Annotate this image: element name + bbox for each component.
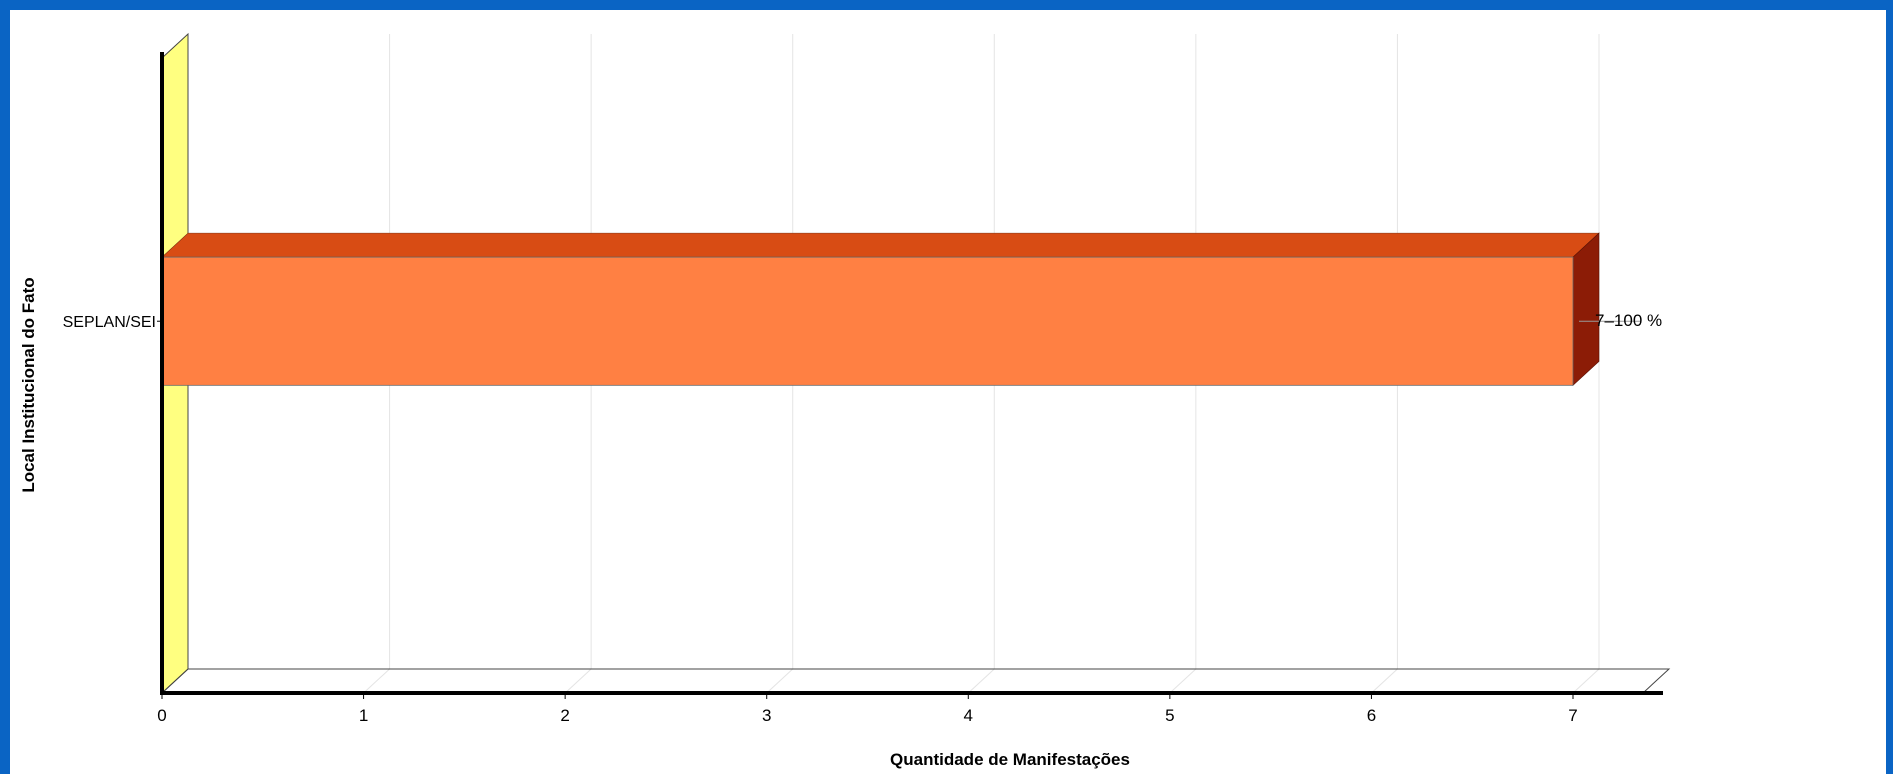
category-label: SEPLAN/SEI: [63, 314, 156, 331]
x-tick-label: 4: [964, 706, 973, 725]
floor-gridline: [1371, 668, 1398, 694]
floor: [160, 668, 1671, 694]
floor-gridline: [363, 668, 390, 694]
y-axis-title: Local Institucional do Fato: [19, 277, 38, 492]
x-tick-label: 3: [762, 706, 771, 725]
axis-layer: [157, 52, 1663, 699]
floor-gridline: [1169, 668, 1197, 694]
data-label: 7–100 %: [1595, 311, 1662, 330]
floor-gridline: [1572, 668, 1600, 694]
bar-chart: SEPLAN/SEI 7–100 % 0 1 2 3 4 5 6 7 Quantidade de …: [19, 32, 1671, 769]
label-layer: SEPLAN/SEI 7–100 % 0 1 2 3 4 5 6 7: [63, 311, 1663, 725]
x-axis-title: Quantidade de Manifestações: [890, 750, 1130, 769]
x-tick-label: 6: [1367, 706, 1376, 725]
floor-gridline: [967, 668, 995, 694]
x-tick-label: 0: [157, 706, 166, 725]
floor-gridline: [766, 668, 794, 694]
x-tick-label: 7: [1568, 706, 1577, 725]
x-tick-label: 2: [560, 706, 569, 725]
bar-top-face: [161, 232, 1600, 258]
chart-frame: SEPLAN/SEI 7–100 % 0 1 2 3 4 5 6 7 Quantidade de …: [10, 10, 1886, 774]
x-tick-label: 1: [359, 706, 368, 725]
floor-gridline: [564, 668, 592, 694]
bar: [161, 256, 1574, 386]
x-tick-label: 5: [1165, 706, 1174, 725]
bar-layer: [161, 232, 1600, 387]
bar-side-face: [1572, 232, 1600, 387]
